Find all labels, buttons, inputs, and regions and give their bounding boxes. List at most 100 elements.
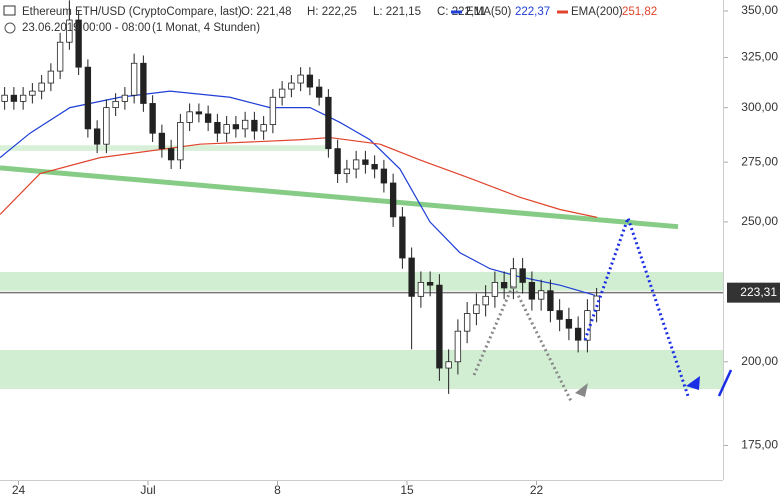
legend-value: 251,82 <box>622 6 657 18</box>
candle-body <box>121 94 129 102</box>
candle-body <box>47 70 55 84</box>
chart-subtitle: 23.06.2019 00:00 - 08:00 <box>22 22 151 34</box>
candle-body <box>232 124 240 130</box>
candle-body <box>297 74 304 84</box>
ohlc-high: H: 222,25 <box>307 6 357 18</box>
candle-body <box>325 96 332 150</box>
candle-body <box>29 90 36 96</box>
candle-body <box>537 290 545 300</box>
candle-body <box>491 281 499 297</box>
candle-body <box>130 62 138 96</box>
candle-body <box>103 107 110 145</box>
candle-body <box>167 148 175 161</box>
candle-body <box>149 103 156 134</box>
candle-body <box>343 168 351 175</box>
trendline <box>0 165 679 230</box>
candle-body <box>408 257 415 297</box>
y-tick-label: 350,00 <box>741 3 778 17</box>
y-tick-label: 175,00 <box>741 438 778 452</box>
y-tick-label: 325,00 <box>741 50 778 64</box>
candle-body <box>38 82 45 92</box>
chart-period: (1 Monat, 4 Stunden) <box>152 22 260 34</box>
candle-body <box>177 122 184 161</box>
candle-body <box>315 86 323 98</box>
candle-body <box>260 124 267 132</box>
ohlc-low: L: 221,15 <box>373 6 421 18</box>
candle-body <box>436 284 443 369</box>
candle-body <box>158 132 166 150</box>
y-tick-label: 250,00 <box>741 214 778 228</box>
candle-body <box>556 310 563 320</box>
candle-body <box>473 304 480 314</box>
candle-body <box>10 94 18 102</box>
candle-body <box>528 281 536 300</box>
chart-icon <box>3 5 16 16</box>
candle-body <box>593 295 600 312</box>
last-price-box <box>727 282 780 303</box>
scenario-path <box>472 281 574 404</box>
candle-body <box>334 148 341 175</box>
candle-body <box>288 82 295 90</box>
x-tick-label: 24 <box>12 483 26 497</box>
arrow-stroke <box>717 369 733 397</box>
candle-body <box>565 318 573 329</box>
y-tick-label: 275,00 <box>741 154 778 168</box>
legend-label: EMA(50) <box>466 6 512 18</box>
candle-body <box>454 330 462 363</box>
candle-body <box>426 281 434 286</box>
candle-body <box>93 128 101 145</box>
candle-body <box>186 111 193 123</box>
candle-body <box>19 94 27 102</box>
candle-body <box>389 182 397 218</box>
candle-body <box>241 119 249 130</box>
candle-body <box>362 159 369 165</box>
candle-body <box>306 74 314 88</box>
candle-body <box>214 122 221 134</box>
candle-body <box>574 327 582 341</box>
arrow-head <box>575 383 588 397</box>
candle-body <box>380 168 388 184</box>
ema-line <box>0 136 598 218</box>
candle-body <box>1 94 8 102</box>
ohlc-open: O: 221,48 <box>241 6 292 18</box>
candle-body <box>75 19 82 68</box>
x-tick-label: 8 <box>274 483 281 497</box>
candle-body <box>204 113 212 123</box>
legend-value: 222,37 <box>515 6 550 18</box>
candle-body <box>500 281 508 289</box>
candle-body <box>547 290 554 312</box>
y-tick-label: 200,00 <box>741 354 778 368</box>
legend-label: EMA(200) <box>571 6 623 18</box>
candle-body <box>278 88 286 98</box>
candle-body <box>510 268 517 289</box>
arrow-head <box>686 376 700 390</box>
clock-icon <box>4 22 16 34</box>
candle-body <box>84 66 92 130</box>
candle-body <box>223 124 230 134</box>
chart-title: Ethereum ETH/USD (CryptoCompare, last) <box>22 6 242 18</box>
last-price-label: 223,31 <box>740 285 777 299</box>
candle-body <box>66 19 73 43</box>
candle-body <box>482 295 489 306</box>
candle-body <box>445 361 452 369</box>
candle-body <box>195 111 203 115</box>
candle-body <box>251 119 258 132</box>
support-zone <box>0 271 723 291</box>
x-tick-label: 15 <box>400 483 414 497</box>
candle-body <box>417 281 425 297</box>
y-tick-label: 300,00 <box>741 100 778 114</box>
ema-line <box>0 90 596 296</box>
x-tick-label: Jul <box>140 483 155 497</box>
candle-body <box>463 313 471 332</box>
x-tick-label: 22 <box>530 483 544 497</box>
candle-body <box>352 159 360 170</box>
candle-body <box>56 41 64 72</box>
candle-body <box>140 62 147 104</box>
candle-body <box>519 268 526 283</box>
candle-body <box>269 96 277 125</box>
candle-body <box>371 164 378 170</box>
candle-body <box>399 216 406 259</box>
candle-body <box>112 100 119 109</box>
